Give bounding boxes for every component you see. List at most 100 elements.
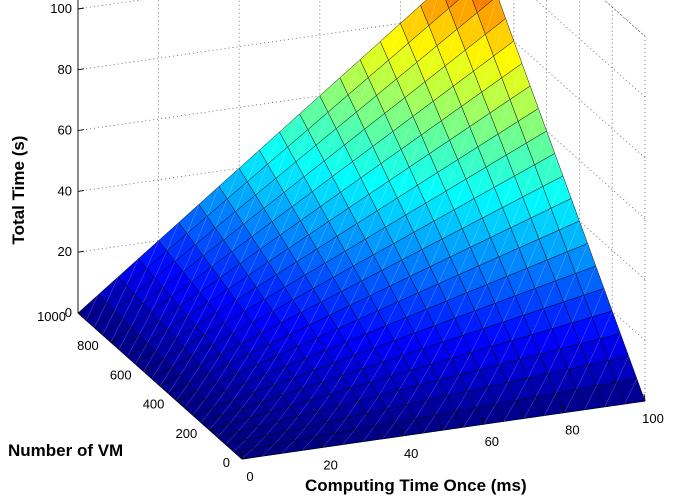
grid-line (480, 11, 646, 159)
surface-facet-edge (478, 237, 491, 266)
z-tick-label: 60 (58, 123, 72, 138)
surface-facet-edge (253, 435, 267, 449)
surface-patch (445, 0, 459, 9)
surface-facet-edge (397, 276, 411, 302)
z-tick-label: 80 (58, 62, 72, 77)
surface-facet-edge (465, 146, 479, 180)
surface-facet-edge (348, 177, 362, 208)
surface-facet-edge (304, 248, 318, 276)
surface-facet-edge (334, 417, 347, 434)
grid-line (535, 0, 646, 98)
surface-facet-edge (369, 270, 382, 297)
surface-facet-edge (499, 340, 512, 365)
surface-facet-edge (146, 240, 159, 269)
surface-facet-edge (102, 310, 115, 336)
surface-facet-edge (302, 436, 315, 451)
surface-facet-edge (357, 295, 370, 320)
surface-facet-edge (236, 354, 250, 374)
surface-facet-edge (402, 332, 415, 356)
surface-facet-edge (314, 422, 327, 438)
surface-facet-edge (356, 194, 370, 224)
surface-facet-edge (192, 399, 205, 416)
surface-facet-edge (404, 62, 418, 98)
surface-facet-edge (616, 355, 629, 383)
surface-facet-edge (244, 364, 258, 384)
surface-facet-edge (547, 229, 560, 260)
surface-facet-edge (223, 300, 237, 324)
y-axis-label: Number of VM (8, 441, 123, 460)
surface-facet-edge (470, 217, 483, 248)
surface-facet-edge (511, 315, 524, 341)
surface-facet-edge (390, 355, 403, 377)
surface-facet-edge (264, 274, 277, 300)
surface-facet-edge (312, 160, 325, 192)
surface-facet-edge (285, 416, 299, 432)
surface-facet-edge (426, 283, 439, 310)
surface-facet-edge (386, 390, 400, 410)
surface-facet-edge (196, 373, 209, 392)
surface-facet-edge (495, 382, 508, 405)
y-tick-label: 800 (77, 338, 99, 353)
surface-facet-edge (494, 276, 508, 304)
surface-facet-edge (555, 251, 568, 281)
surface-facet-edge (335, 94, 349, 129)
surface-facet-edge (433, 191, 447, 222)
surface-facet-edge (507, 359, 520, 383)
surface-facet-edge (576, 364, 589, 390)
surface-facet-edge (241, 392, 254, 410)
surface-facet-edge (522, 164, 535, 198)
z-tick-label: 40 (58, 183, 72, 198)
surface-facet-edge (253, 374, 266, 393)
surface-facet-edge (349, 368, 363, 389)
surface-facet-edge (272, 287, 285, 312)
surface-facet-edge (405, 185, 418, 216)
surface-facet-edge (503, 295, 516, 323)
surface-facet-edge (276, 334, 290, 356)
surface-facet-edge (428, 0, 437, 26)
surface-facet-edge (301, 370, 314, 390)
surface-facet-edge (523, 396, 537, 419)
surface-facet-edge (396, 42, 409, 79)
surface-facet-edge (485, 0, 497, 35)
surface-facet-edge (326, 405, 339, 423)
surface-facet-edge (482, 303, 496, 329)
surface-facet-edge (269, 395, 282, 413)
surface-facet-edge (547, 348, 561, 374)
surface-facet-edge (220, 333, 233, 355)
surface-facet-edge (425, 172, 438, 204)
surface-facet-edge (446, 274, 459, 302)
surface-facet-edge (235, 275, 249, 301)
surface-facet-edge (283, 161, 297, 193)
surface-facet-edge (538, 208, 552, 240)
surface-facet-edge (248, 333, 262, 355)
surface-facet-edge (457, 126, 470, 160)
surface-facet-edge (163, 338, 176, 360)
surface-facet-edge (114, 285, 127, 312)
surface-facet-edge (583, 265, 597, 296)
surface-facet-edge (271, 192, 285, 222)
surface-facet-edge (502, 175, 515, 208)
surface-facet-edge (491, 321, 504, 347)
surface-facet-edge (312, 263, 326, 289)
surface-facet-edge (225, 431, 238, 445)
surface-facet-edge (305, 337, 318, 359)
surface-facet-edge (591, 288, 605, 317)
surface-facet-edge (588, 338, 601, 365)
surface-facet-edge (320, 176, 333, 207)
surface-facet-edge (288, 220, 301, 249)
surface-facet-edge (422, 325, 435, 349)
surface-facet-edge (438, 358, 452, 381)
surface-facet-edge (134, 268, 147, 295)
surface-facet-edge (487, 364, 500, 388)
surface-facet-edge (315, 112, 329, 146)
surface-facet-edge (482, 187, 495, 219)
surface-facet-edge (106, 276, 119, 304)
surface-facet-edge (398, 370, 411, 391)
surface-facet-edge (437, 140, 450, 173)
surface-facet-edge (475, 386, 488, 408)
surface-facet-edge (184, 391, 197, 409)
surface-facet-edge (527, 354, 541, 379)
surface-facet-edge (497, 99, 511, 135)
surface-facet-edge (575, 243, 588, 274)
